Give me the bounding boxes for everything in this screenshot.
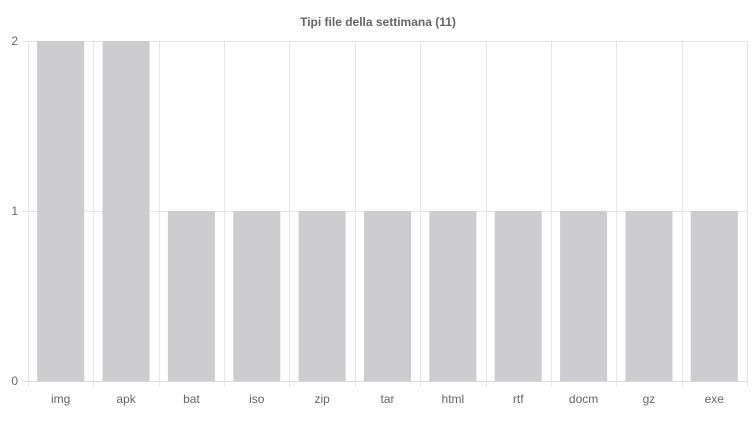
labels-layer: 0 1 2 img apk bat iso zip tar html rtf docm gz exe (11, 34, 724, 406)
bar-exe (690, 211, 738, 381)
bar-img (37, 41, 85, 381)
x-tick-label: zip (314, 392, 330, 406)
bar-docm (560, 211, 608, 381)
bar-iso (233, 211, 281, 381)
bar-bat (167, 211, 215, 381)
y-tick-label: 0 (11, 374, 18, 388)
x-tick-label: rtf (513, 392, 524, 406)
bar-gz (625, 211, 673, 381)
x-tick-label: tar (380, 392, 394, 406)
chart-title: Tipi file della settimana (11) (300, 15, 456, 29)
x-tick-label: iso (249, 392, 265, 406)
bar-rtf (494, 211, 542, 381)
x-tick-label: apk (116, 392, 136, 406)
bar-apk (102, 41, 150, 381)
x-tick-label: bat (183, 392, 200, 406)
bar-tar (363, 211, 412, 381)
bars-layer (37, 41, 738, 381)
bar-zip (298, 211, 346, 381)
x-tick-label: docm (569, 392, 598, 406)
x-tick-label: exe (705, 392, 725, 406)
x-tick-label: gz (643, 392, 656, 406)
bar-html (429, 211, 477, 381)
x-tick-label: html (442, 392, 465, 406)
x-tick-label: img (51, 392, 70, 406)
y-tick-label: 1 (11, 204, 18, 218)
y-tick-label: 2 (11, 34, 18, 48)
